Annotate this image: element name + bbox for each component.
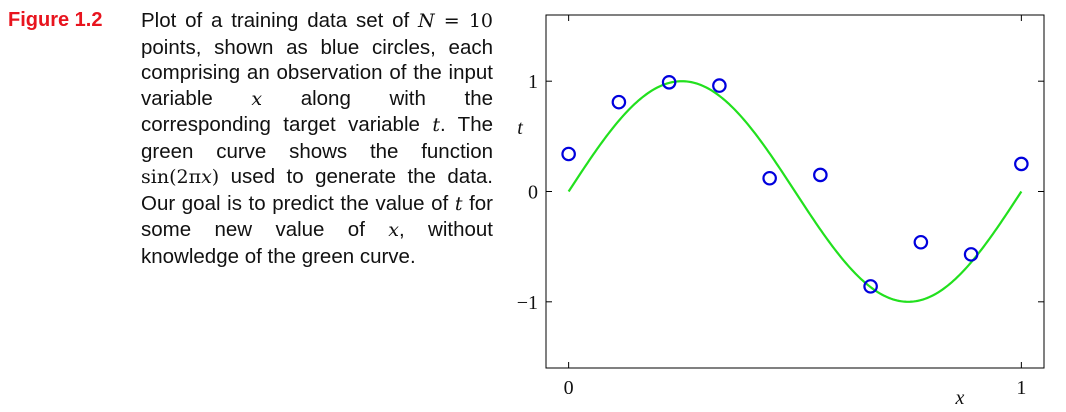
y-tick-label: −1 (517, 292, 538, 314)
scatter-chart: 0 1 1 0 −1 x t (500, 10, 1060, 410)
caption-text-1: Plot of a training data set of (141, 9, 418, 32)
sine-curve (567, 80, 1023, 303)
data-point (963, 247, 979, 262)
chart-svg: 0 1 1 0 −1 x t (517, 14, 1045, 409)
y-tick-label: 0 (528, 182, 538, 204)
caption-math-t: t (432, 114, 440, 136)
caption-text-6: for some new value of (141, 191, 493, 242)
data-point (611, 94, 627, 110)
data-point (913, 234, 929, 250)
caption-text-3: along with the corresponding target vari… (141, 86, 493, 137)
caption-text-5: used to generate the data. Our goal is t… (141, 165, 493, 215)
x-tick-label: 0 (564, 377, 574, 399)
caption-math-x-2: x (388, 219, 399, 241)
data-point (863, 279, 878, 294)
x-axis-label: x (955, 387, 965, 409)
caption-text-7: , without knowledge of the green curve. (141, 218, 493, 268)
data-point (712, 78, 727, 93)
caption-text-2: points, shown as blue circles, each comp… (141, 35, 493, 110)
x-tick-label: 1 (1016, 377, 1026, 399)
data-point (661, 74, 677, 90)
data-point (1014, 156, 1029, 172)
data-point (762, 170, 777, 186)
caption-math-sin: sin(2πx) (141, 166, 220, 188)
caption-math-n: N = 10 (417, 10, 493, 32)
figure-caption: Plot of a training data set of N = 10 po… (141, 8, 493, 269)
caption-text-4: . The green curve shows the function (141, 113, 493, 163)
data-point (813, 167, 828, 183)
caption-math-x: x (251, 87, 263, 110)
y-axis-label: t (517, 117, 523, 139)
data-point (561, 146, 576, 162)
caption-math-t-2: t (454, 192, 463, 215)
figure-label: Figure 1.2 (8, 9, 103, 31)
y-tick-label: 1 (528, 71, 538, 93)
